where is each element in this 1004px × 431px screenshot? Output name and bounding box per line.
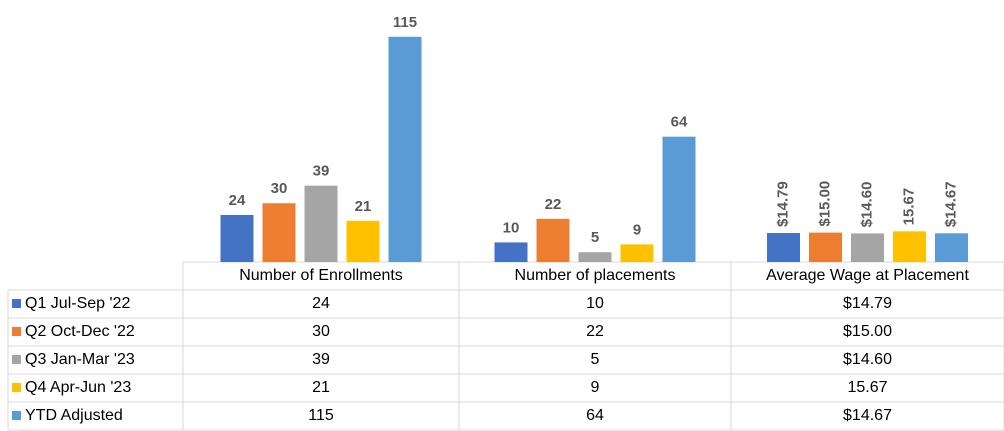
legend-swatch: [12, 355, 21, 364]
legend-label: Q1 Jul-Sep '22: [25, 295, 130, 312]
bar: [346, 220, 380, 262]
bar: [851, 233, 884, 262]
bar: [536, 218, 570, 262]
legend-swatch: [12, 411, 21, 420]
category-label: Number of Enrollments: [239, 267, 403, 284]
table-cell: 30: [312, 323, 330, 340]
table-cell: $14.79: [843, 295, 892, 312]
data-label: $14.67: [942, 181, 959, 227]
data-label: 30: [271, 180, 288, 197]
data-label: 115: [393, 14, 417, 31]
table-cell: 21: [312, 379, 330, 396]
data-label: 10: [503, 219, 520, 236]
legend-label: Q4 Apr-Jun '23: [25, 379, 131, 396]
bar: [893, 231, 926, 262]
legend-label: YTD Adjusted: [25, 407, 123, 424]
data-label: 9: [633, 221, 641, 238]
table-cell: 64: [586, 407, 604, 424]
legend-swatch: [12, 383, 21, 392]
table-cell: 5: [591, 351, 600, 368]
table-cell: 39: [312, 351, 330, 368]
table-cell: $14.67: [843, 407, 892, 424]
data-label: $15.00: [816, 181, 833, 227]
data-label: 39: [313, 163, 330, 180]
data-label: 5: [591, 229, 599, 246]
bar: [262, 203, 296, 262]
bar: [220, 215, 254, 262]
bar: [809, 232, 842, 262]
data-label: $14.60: [858, 182, 875, 228]
data-label: $14.79: [774, 181, 791, 227]
table-cell: $14.60: [843, 351, 892, 368]
legend-swatch: [12, 299, 21, 308]
table-cell: $15.00: [843, 323, 892, 340]
category-label: Number of placements: [515, 267, 676, 284]
data-label: 15.67: [900, 188, 917, 226]
data-label: 24: [229, 192, 246, 209]
bar: [578, 252, 612, 262]
bar: [304, 185, 338, 262]
bar: [620, 244, 654, 262]
data-label: 21: [355, 198, 372, 215]
legend-label: Q2 Oct-Dec '22: [25, 323, 135, 340]
data-label: 22: [545, 196, 562, 213]
bar: [935, 233, 968, 262]
category-label: Average Wage at Placement: [766, 267, 969, 284]
bar: [662, 136, 696, 262]
legend-swatch: [12, 327, 21, 336]
bar: [388, 36, 422, 262]
table-cell: 115: [308, 407, 334, 424]
table-cell: 22: [586, 323, 604, 340]
table-cell: 15.67: [847, 379, 887, 396]
bar: [494, 242, 528, 262]
legend-label: Q3 Jan-Mar '23: [25, 351, 135, 368]
bar: [767, 233, 800, 262]
table-cell: 10: [586, 295, 604, 312]
data-label: 64: [671, 114, 688, 131]
table-cell: 9: [591, 379, 600, 396]
table-cell: 24: [312, 295, 330, 312]
